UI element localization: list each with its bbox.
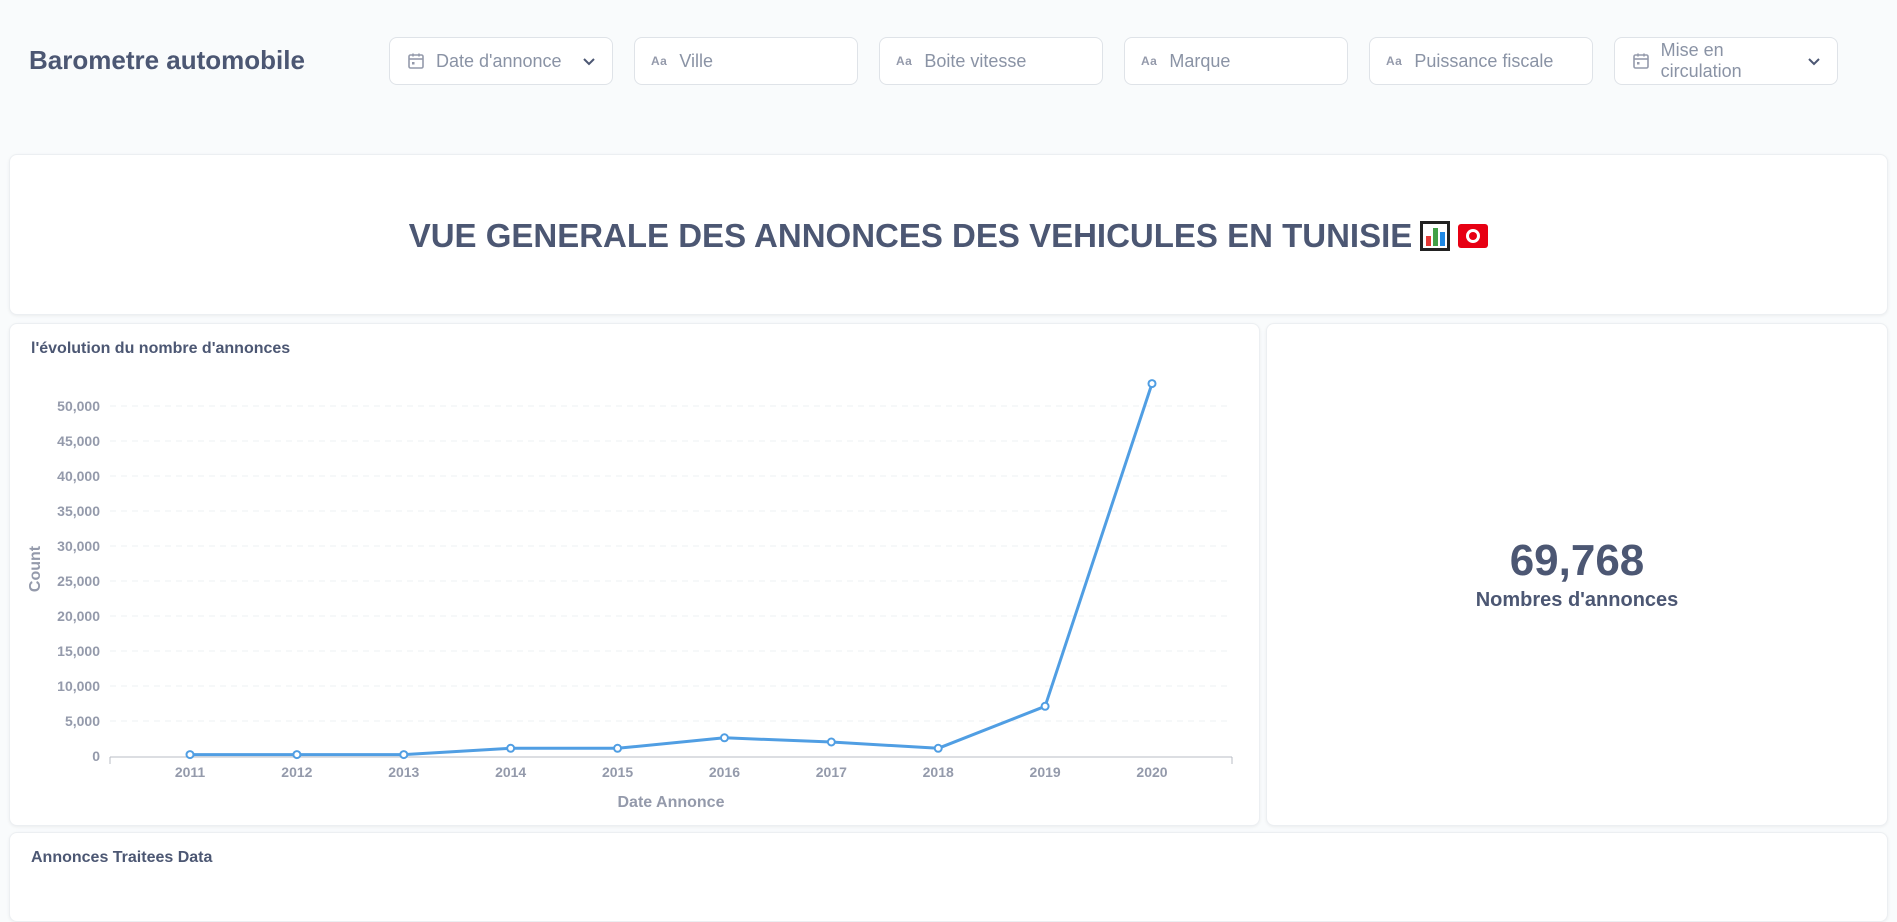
text-aa-icon: Aa — [1386, 54, 1403, 68]
chevron-down-icon — [1807, 51, 1821, 72]
y-tick-label: 15,000 — [57, 643, 100, 659]
series-line — [190, 383, 1154, 757]
y-tick-label: 50,000 — [57, 398, 100, 414]
dashboard-title: Barometre automobile — [29, 45, 305, 75]
y-tick-label: 45,000 — [57, 433, 100, 449]
text-aa-icon: Aa — [651, 54, 668, 68]
y-tick-label: 20,000 — [57, 608, 100, 624]
data-point — [1147, 379, 1157, 389]
x-tick-label: 2020 — [1136, 764, 1167, 780]
data-point — [1040, 701, 1050, 711]
filter-puissance-fiscale[interactable]: Aa Puissance fiscale — [1369, 37, 1593, 85]
data-point — [613, 743, 623, 753]
y-tick-label: 5,000 — [65, 713, 100, 729]
y-tick-label: 10,000 — [57, 678, 100, 694]
x-tick-label: 2012 — [281, 764, 312, 780]
bar-chart-emoji-icon — [1420, 221, 1451, 251]
x-tick-label: 2017 — [816, 764, 847, 780]
filter-label: Date d'annonce — [436, 50, 562, 71]
y-axis-title: Count — [27, 545, 44, 592]
calendar-icon — [1631, 51, 1651, 71]
x-tick-label: 2018 — [923, 764, 954, 780]
hero-text: VUE GENERALE DES ANNONCES DES VEHICULES … — [408, 217, 1413, 254]
filter-label: Marque — [1169, 50, 1231, 71]
x-tick-label: 2014 — [495, 764, 526, 780]
line-chart: 0 5,000 10,000 15,000 20,000 25,000 30,000 35,0… — [27, 379, 1233, 811]
text-aa-icon: Aa — [1141, 54, 1158, 68]
x-tick-label: 2013 — [388, 764, 419, 780]
filter-date-annonce[interactable]: Date d'annonce — [389, 37, 613, 85]
y-tick-label: 0 — [92, 748, 100, 764]
chart-card-title[interactable]: l'évolution du nombre d'annonces — [31, 340, 291, 357]
filter-ville[interactable]: Aa Ville — [634, 37, 858, 85]
data-point — [399, 750, 409, 760]
y-tick-label: 30,000 — [57, 538, 100, 554]
x-axis-title: Date Annonce — [618, 794, 725, 811]
line-chart-card[interactable]: l'évolution du nombre d'annonces 0 5,000 1… — [9, 323, 1260, 826]
data-point — [933, 743, 943, 753]
x-tick-label: 2016 — [709, 764, 740, 780]
data-point — [506, 743, 516, 753]
filter-boite-vitesse[interactable]: Aa Boite vitesse — [879, 37, 1103, 85]
dashboard-header: Barometre automobile Date d'annonce Aa V… — [0, 0, 1897, 120]
table-card-title[interactable]: Annonces Traitees Data — [31, 849, 213, 866]
data-point — [826, 737, 836, 747]
data-point — [292, 750, 302, 760]
calendar-icon — [406, 51, 426, 71]
text-aa-icon: Aa — [896, 54, 913, 68]
x-tick-label: 2011 — [175, 764, 206, 780]
filter-label: Mise en circulation — [1660, 40, 1742, 81]
data-point — [185, 750, 195, 760]
filter-marque[interactable]: Aa Marque — [1124, 37, 1348, 85]
filter-label: Puissance fiscale — [1414, 50, 1554, 71]
data-point — [719, 733, 729, 743]
chevron-down-icon — [582, 51, 596, 72]
tunisia-flag-icon — [1458, 224, 1489, 248]
filter-mise-en-circulation[interactable]: Mise en circulation — [1614, 37, 1838, 85]
scalar-label: Nombres d'annonces — [1475, 589, 1679, 611]
y-tick-label: 35,000 — [57, 503, 100, 519]
hero-text-card: VUE GENERALE DES ANNONCES DES VEHICULES … — [9, 154, 1888, 315]
scalar-value: 69,768 — [1509, 536, 1645, 585]
scalar-card[interactable]: 69,768 Nombres d'annonces — [1266, 323, 1888, 826]
y-tick-label: 25,000 — [57, 573, 100, 589]
x-tick-label: 2015 — [602, 764, 633, 780]
filter-label: Boite vitesse — [924, 50, 1027, 71]
table-card[interactable]: Annonces Traitees Data — [9, 832, 1888, 922]
x-tick-label: 2019 — [1030, 764, 1061, 780]
hero-heading: VUE GENERALE DES ANNONCES DES VEHICULES … — [10, 217, 1887, 255]
y-tick-label: 40,000 — [57, 468, 100, 484]
filter-label: Ville — [679, 50, 714, 71]
